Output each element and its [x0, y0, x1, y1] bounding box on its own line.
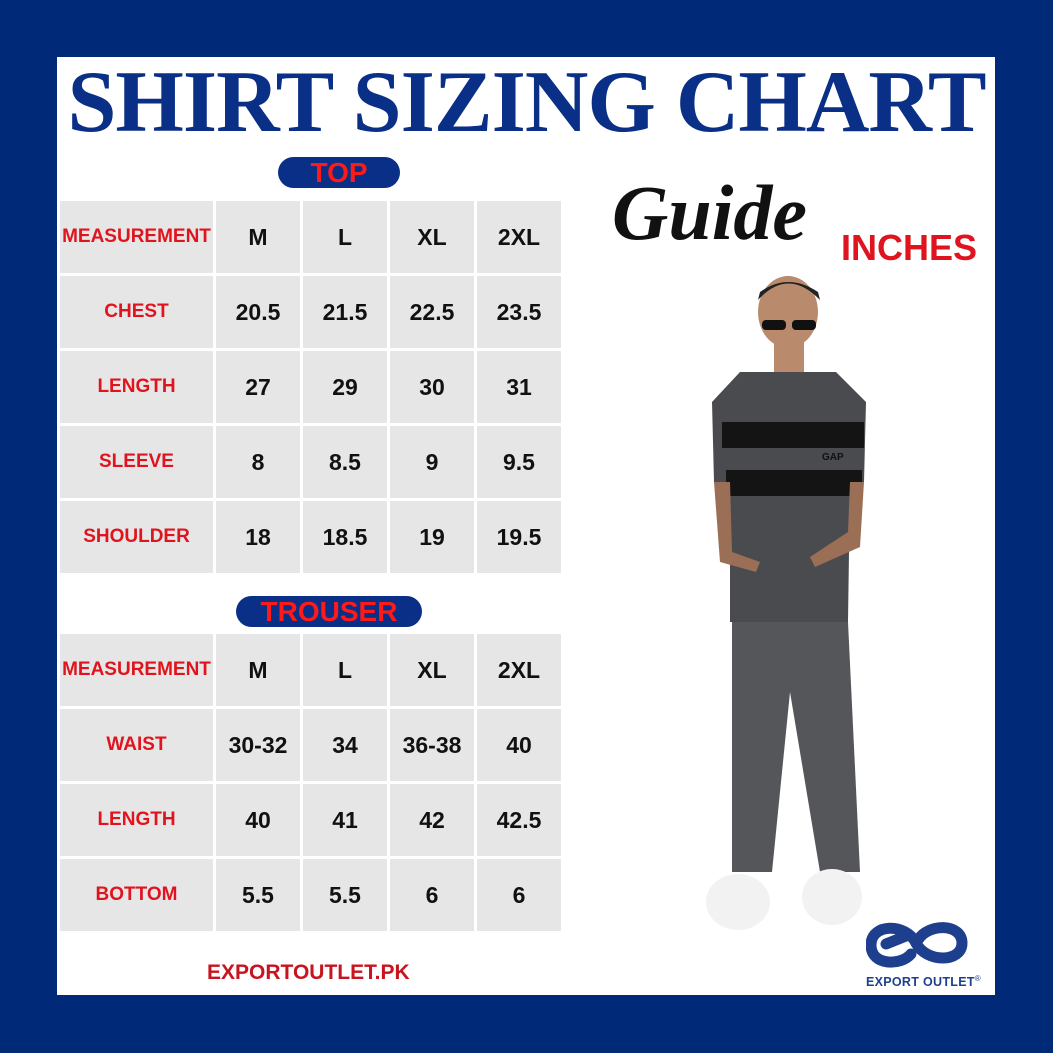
measurement-label-cell: LENGTH	[60, 784, 213, 856]
brand-name-text: EXPORT OUTLET	[866, 975, 975, 990]
size-header-cell: XL	[390, 634, 474, 706]
size-value-cell: 19	[390, 501, 474, 573]
table-header-row: MEASUREMENT M L XL 2XL	[60, 201, 561, 273]
size-value-cell: 34	[303, 709, 387, 781]
size-value-cell: 22.5	[390, 276, 474, 348]
website-link[interactable]: EXPORTOUTLET.PK	[207, 961, 410, 984]
size-header-cell: 2XL	[477, 634, 561, 706]
page-title: SHIRT SIZING CHART	[67, 54, 986, 151]
size-value-cell: 40	[477, 709, 561, 781]
size-header-cell: L	[303, 634, 387, 706]
table-row: BOTTOM 5.5 5.5 6 6	[60, 859, 561, 931]
size-value-cell: 18	[216, 501, 300, 573]
measurement-label-cell: WAIST	[60, 709, 213, 781]
size-header-cell: M	[216, 201, 300, 273]
unit-label: INCHES	[841, 227, 978, 268]
top-size-table: MEASUREMENT M L XL 2XL CHEST 20.5 21.5 22.5 23.5 L…	[57, 198, 564, 576]
table-row: WAIST 30-32 34 36-38 40	[60, 709, 561, 781]
size-value-cell: 42.5	[477, 784, 561, 856]
size-header-cell: XL	[390, 201, 474, 273]
shirt-logo: GAP	[822, 452, 844, 463]
size-value-cell: 9	[390, 426, 474, 498]
size-value-cell: 41	[303, 784, 387, 856]
trouser-size-table: MEASUREMENT M L XL 2XL WAIST 30-32 34 36-38 40 LEN…	[57, 631, 564, 934]
size-value-cell: 8	[216, 426, 300, 498]
size-value-cell: 42	[390, 784, 474, 856]
header-label-cell: MEASUREMENT	[60, 201, 213, 273]
size-value-cell: 5.5	[216, 859, 300, 931]
size-header-cell: L	[303, 201, 387, 273]
size-value-cell: 27	[216, 351, 300, 423]
table-row: LENGTH 27 29 30 31	[60, 351, 561, 423]
size-value-cell: 29	[303, 351, 387, 423]
top-section-heading: TOP	[278, 157, 400, 188]
guide-script-text: Guide	[612, 169, 807, 256]
size-value-cell: 18.5	[303, 501, 387, 573]
measurement-label-cell: SHOULDER	[60, 501, 213, 573]
size-value-cell: 19.5	[477, 501, 561, 573]
registered-mark: ®	[974, 974, 981, 983]
measurement-label-cell: SLEEVE	[60, 426, 213, 498]
size-header-cell: 2XL	[477, 201, 561, 273]
size-value-cell: 23.5	[477, 276, 561, 348]
size-value-cell: 30	[390, 351, 474, 423]
size-value-cell: 21.5	[303, 276, 387, 348]
measurement-label-cell: CHEST	[60, 276, 213, 348]
size-value-cell: 6	[390, 859, 474, 931]
size-value-cell: 8.5	[303, 426, 387, 498]
table-row: LENGTH 40 41 42 42.5	[60, 784, 561, 856]
export-outlet-logo-icon	[866, 922, 968, 968]
measurement-label-cell: BOTTOM	[60, 859, 213, 931]
size-value-cell: 30-32	[216, 709, 300, 781]
size-value-cell: 31	[477, 351, 561, 423]
trouser-section-heading: TROUSER	[236, 596, 422, 627]
size-value-cell: 40	[216, 784, 300, 856]
table-row: SLEEVE 8 8.5 9 9.5	[60, 426, 561, 498]
size-value-cell: 5.5	[303, 859, 387, 931]
size-value-cell: 36-38	[390, 709, 474, 781]
model-photo	[706, 276, 866, 930]
header-label-cell: MEASUREMENT	[60, 634, 213, 706]
measurement-label-cell: LENGTH	[60, 351, 213, 423]
table-header-row: MEASUREMENT M L XL 2XL	[60, 634, 561, 706]
size-value-cell: 6	[477, 859, 561, 931]
size-value-cell: 9.5	[477, 426, 561, 498]
size-header-cell: M	[216, 634, 300, 706]
size-value-cell: 20.5	[216, 276, 300, 348]
table-row: SHOULDER 18 18.5 19 19.5	[60, 501, 561, 573]
brand-name: EXPORT OUTLET®	[866, 974, 981, 989]
table-row: CHEST 20.5 21.5 22.5 23.5	[60, 276, 561, 348]
